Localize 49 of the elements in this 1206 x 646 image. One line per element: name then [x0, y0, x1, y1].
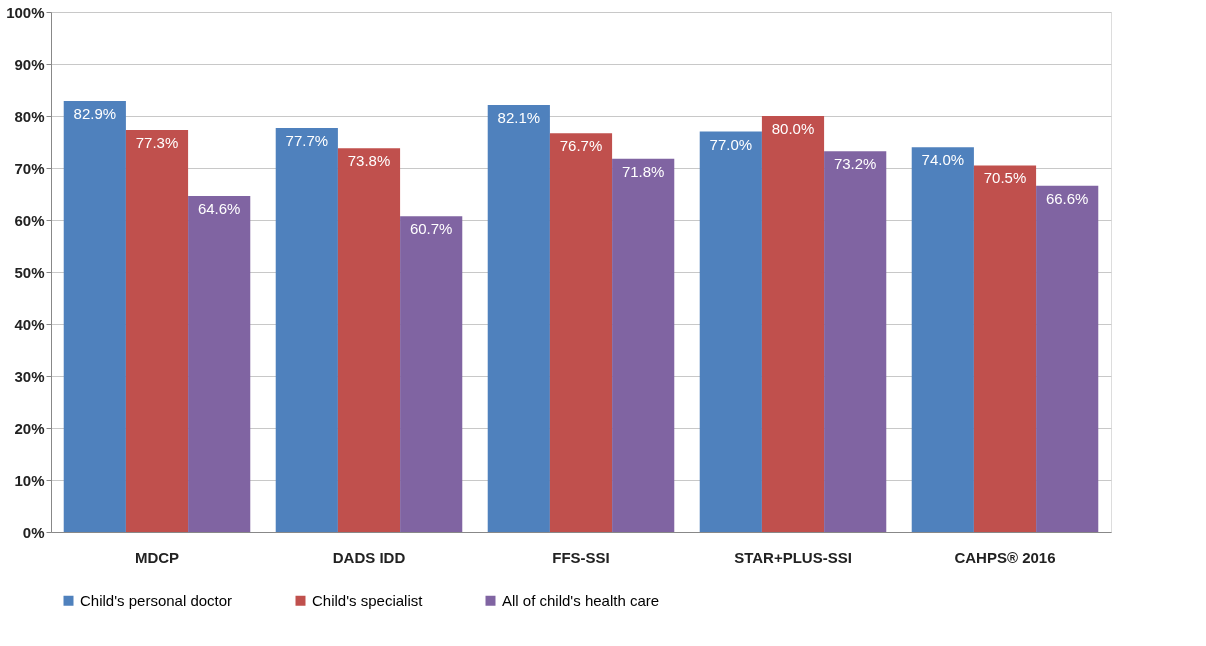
- x-tick-label: MDCP: [134, 548, 180, 566]
- x-tick-label: STAR+PLUS-SSI: [734, 548, 852, 566]
- y-tick-label: 60%: [14, 211, 45, 229]
- data-label: 64.6%: [197, 200, 241, 218]
- data-label: 77.3%: [135, 134, 179, 152]
- data-label: 74.0%: [921, 151, 965, 169]
- legend-label: All of child's health care: [502, 591, 660, 609]
- y-tick-label: 70%: [14, 159, 45, 177]
- data-label: 73.8%: [347, 152, 391, 170]
- y-tick-label: 10%: [14, 471, 45, 489]
- bar: [973, 165, 1037, 532]
- bar: [761, 116, 825, 532]
- x-tick-label: FFS-SSI: [552, 548, 610, 566]
- y-tick-label: 30%: [14, 367, 45, 385]
- data-label: 70.5%: [983, 169, 1027, 187]
- bar: [63, 100, 126, 532]
- bar: [487, 105, 550, 532]
- y-tick-label: 80%: [14, 107, 45, 125]
- data-label: 66.6%: [1045, 189, 1089, 207]
- y-tick-label: 100%: [6, 3, 45, 21]
- y-tick-label: 50%: [14, 263, 45, 281]
- y-tick-label: 90%: [14, 55, 45, 73]
- bar: [612, 158, 675, 532]
- legend-label: Child's personal doctor: [80, 591, 233, 609]
- data-label: 60.7%: [409, 220, 453, 238]
- x-tick-label: DADS IDD: [332, 548, 406, 566]
- bar: [1036, 185, 1099, 532]
- bar: [400, 216, 463, 532]
- bar: [337, 148, 401, 532]
- bar: [699, 131, 762, 532]
- y-tick-label: 40%: [14, 315, 45, 333]
- bar: [188, 196, 251, 532]
- data-label: 80.0%: [771, 120, 815, 137]
- y-tick-label: 0%: [22, 523, 45, 541]
- data-label: 71.8%: [621, 162, 665, 180]
- bar: [549, 133, 613, 532]
- data-label: 73.2%: [833, 155, 877, 173]
- data-label: 77.0%: [709, 135, 753, 153]
- y-tick-label: 20%: [14, 419, 45, 437]
- bar: [125, 130, 189, 532]
- data-label: 76.7%: [559, 137, 603, 155]
- bar: [824, 151, 887, 532]
- data-label: 77.7%: [285, 131, 329, 149]
- bar: [911, 147, 974, 532]
- bar: [275, 127, 338, 532]
- legend-label: Child's specialist: [312, 591, 424, 609]
- x-tick-label: CAHPS® 2016: [954, 548, 1056, 566]
- data-label: 82.9%: [73, 104, 117, 122]
- data-label: 82.1%: [497, 109, 541, 127]
